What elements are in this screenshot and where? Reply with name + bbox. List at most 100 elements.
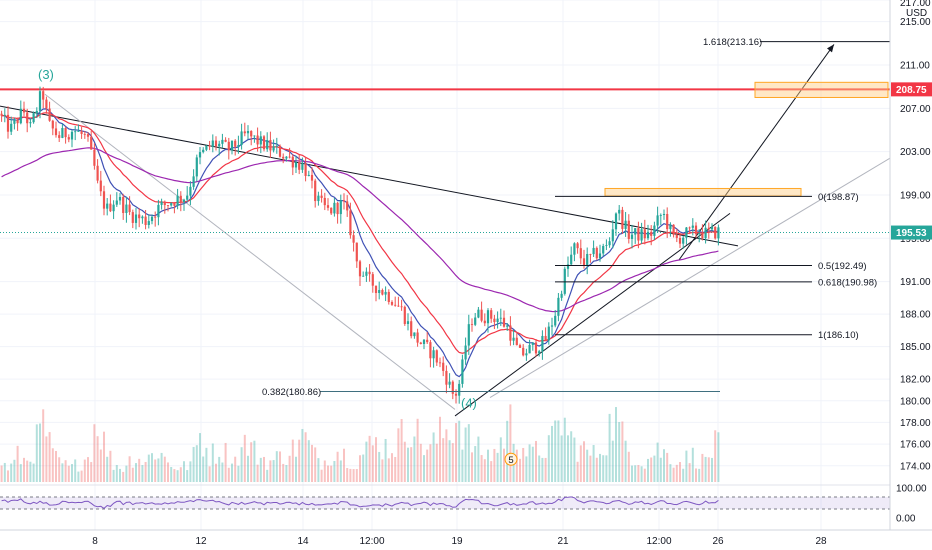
candle-body xyxy=(128,204,131,213)
descending-trendline[interactable] xyxy=(0,105,739,247)
volume-bar xyxy=(45,436,48,482)
candle-body xyxy=(262,136,266,150)
volume-bar xyxy=(339,460,342,482)
candle-body xyxy=(371,274,374,286)
volume-bar xyxy=(704,456,707,482)
volume-bar xyxy=(576,461,579,482)
candle-body xyxy=(179,195,182,203)
candle-body xyxy=(54,128,58,136)
volume-bar xyxy=(237,465,240,482)
channel-line[interactable] xyxy=(44,93,456,410)
volume-bar xyxy=(640,466,643,482)
volume-bar xyxy=(487,449,489,482)
price-tag[interactable] xyxy=(891,225,932,240)
ascending-trendline[interactable] xyxy=(454,212,731,417)
volume-bar xyxy=(218,456,221,482)
volume-bar xyxy=(387,458,390,482)
candle-body xyxy=(317,195,320,202)
candle-body xyxy=(326,205,330,208)
volume-bar xyxy=(666,452,669,482)
candle-body xyxy=(682,237,685,244)
volume-bar xyxy=(317,458,320,482)
volume-bar xyxy=(375,437,377,482)
volume-bar xyxy=(602,455,605,482)
volume-bar xyxy=(455,423,457,482)
candle-body xyxy=(246,131,250,134)
price-tag-label: 208.75 xyxy=(896,85,927,96)
candle-body xyxy=(285,156,288,159)
volume-bar xyxy=(39,423,41,482)
volume-bar xyxy=(480,455,483,482)
candle-body xyxy=(186,195,189,200)
price-tag-label: 195.53 xyxy=(896,228,927,239)
time-tick-label: 28 xyxy=(815,536,827,547)
candle-body xyxy=(445,370,448,385)
volume-bar xyxy=(151,453,153,482)
projection-arrow[interactable] xyxy=(678,44,835,261)
candle-body xyxy=(125,204,128,213)
volume-bar xyxy=(656,442,659,482)
trend-lines[interactable] xyxy=(0,44,891,417)
volume-bar xyxy=(7,470,9,482)
supply-zones[interactable] xyxy=(604,81,889,197)
volume-bar xyxy=(13,459,16,482)
volume-bar xyxy=(378,451,381,482)
candle-body xyxy=(269,140,272,151)
candle-body xyxy=(394,304,397,306)
volume-bar xyxy=(176,470,179,482)
moving-averages xyxy=(1,108,719,378)
supply-zone[interactable] xyxy=(604,187,802,197)
volume-bar xyxy=(685,450,688,482)
volume-bar xyxy=(525,456,528,482)
price-unit-label: USD xyxy=(906,8,927,19)
supply-zone-upper[interactable] xyxy=(754,81,889,98)
volume-bar xyxy=(250,442,253,482)
candle-body xyxy=(563,268,566,294)
volume-bar xyxy=(611,440,614,482)
candle-body xyxy=(93,149,96,166)
candle-body xyxy=(29,122,32,124)
volume-bar xyxy=(381,459,384,482)
volume-bar xyxy=(515,449,518,482)
candle-body xyxy=(570,254,573,265)
volume-bar xyxy=(672,467,675,482)
volume-bar xyxy=(211,443,214,482)
candle-body xyxy=(6,114,10,132)
volume-bar xyxy=(464,427,467,482)
volume-bar xyxy=(541,457,544,482)
volume-bar xyxy=(115,464,118,482)
ema-fast-line xyxy=(1,108,719,378)
price-tag[interactable] xyxy=(891,82,932,97)
volume-bar xyxy=(567,435,569,482)
volume-bar xyxy=(87,457,89,482)
candle-body xyxy=(64,128,67,138)
candles xyxy=(0,86,720,404)
candle-body xyxy=(80,131,83,134)
candle-body xyxy=(624,220,627,229)
candle-body xyxy=(429,342,432,359)
volume-bar xyxy=(583,441,585,482)
candle-body xyxy=(336,202,339,215)
volume-bar xyxy=(467,424,470,482)
candle-body xyxy=(579,248,582,259)
volume-bar xyxy=(413,436,416,482)
candle-body xyxy=(653,225,656,236)
fib-level-label: 1(186.10) xyxy=(818,330,859,341)
volume-bar xyxy=(608,413,611,482)
volume-bar xyxy=(83,459,86,482)
candle-body xyxy=(403,306,406,324)
fib-levels[interactable]: 0(198.87) 0.5(192.49) 0.618(190.98) 1(186.1… xyxy=(262,37,890,398)
candle-body xyxy=(461,359,464,384)
candle-body xyxy=(378,290,381,294)
candle-body xyxy=(634,228,637,235)
fib-level-label: 0.382(180.86) xyxy=(262,387,321,398)
candle-body xyxy=(154,216,157,218)
volume-bar xyxy=(320,469,323,482)
volume-bar xyxy=(266,469,269,482)
channel-line[interactable] xyxy=(489,157,891,398)
candle-body xyxy=(525,353,528,356)
volume-bar xyxy=(682,468,685,482)
volume-bar xyxy=(659,457,662,482)
volume-bar xyxy=(304,432,307,482)
